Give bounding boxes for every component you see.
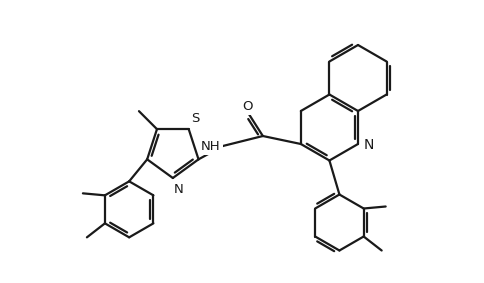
Text: S: S: [191, 112, 199, 125]
Text: NH: NH: [201, 140, 221, 153]
Text: N: N: [174, 183, 183, 196]
Text: N: N: [364, 138, 375, 152]
Text: O: O: [242, 100, 253, 113]
